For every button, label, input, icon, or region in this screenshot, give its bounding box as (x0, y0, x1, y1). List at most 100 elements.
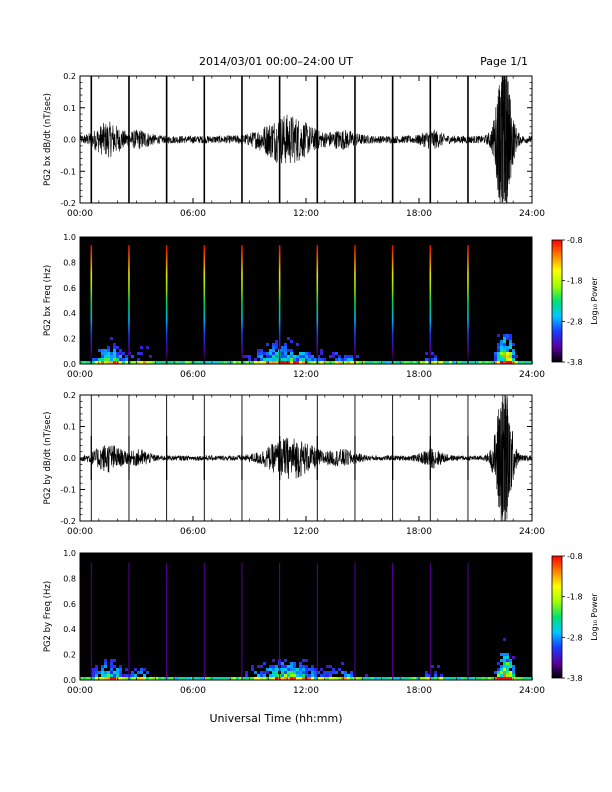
spectrogram-cell (305, 659, 308, 662)
spectrogram-cell (140, 677, 143, 680)
x-tick-label: 12:00 (293, 686, 319, 696)
spectrogram-cell (476, 361, 479, 364)
spectrogram-cell (275, 355, 278, 358)
spectrogram-cell (494, 352, 497, 355)
spectrogram-cell (275, 343, 278, 346)
spectrogram-cell (257, 352, 260, 355)
spectrogram-cell (104, 665, 107, 668)
y-tick-label: 0.1 (63, 104, 76, 113)
spectrogram-cell (242, 361, 245, 364)
x-tick-label: 18:00 (406, 686, 432, 696)
spectrogram-cell (335, 671, 338, 674)
spectrogram-cell (287, 668, 290, 671)
spectrogram-cell (308, 355, 311, 358)
x-tick-label: 12:00 (293, 209, 319, 219)
spectrogram-cell (509, 662, 512, 665)
spectrogram-cell (302, 671, 305, 674)
spectrogram-cell (161, 361, 164, 364)
spectrogram-cell (290, 671, 293, 674)
spectrogram-cell (281, 674, 284, 677)
spectrogram-cell (275, 668, 278, 671)
spectrogram-cell (437, 677, 440, 680)
spectrogram-cell (260, 355, 263, 358)
spectrogram-cell (254, 358, 257, 361)
spectrogram-cell (290, 340, 293, 343)
spectrogram-cell (326, 674, 329, 677)
y-axis-label: PG2 by dB/dt (nT/sec) (43, 412, 53, 505)
spectrogram-cell (332, 355, 335, 358)
spectrogram-cell (125, 355, 128, 358)
spectrogram-cell (104, 671, 107, 674)
spectrogram-cell (158, 361, 161, 364)
waveform-panel-0: 00:00 06:00 12:00 18:00 24:00 0.2 0.1 0.0 -0.1 -0… (43, 72, 545, 219)
spectrogram-cell (434, 355, 437, 358)
spectrogram-cell (86, 361, 89, 364)
spectrogram-cell (95, 674, 98, 677)
spectrogram-cell (350, 355, 353, 358)
spectrogram-cell (506, 659, 509, 662)
spectrogram-cell (392, 361, 395, 364)
spectrogram-cell (305, 355, 308, 358)
spectrogram-cell (287, 674, 290, 677)
spectrogram-cell (290, 352, 293, 355)
spectrogram-cell (293, 671, 296, 674)
spectrogram-cell (197, 677, 200, 680)
spectrogram-cell (371, 677, 374, 680)
spectrogram-cell (398, 361, 401, 364)
spectrogram-cell (500, 343, 503, 346)
spectrogram-cell (290, 665, 293, 668)
y-tick-label: -0.2 (60, 199, 76, 208)
spectrogram-cell (506, 656, 509, 659)
spectrogram-cell (449, 361, 452, 364)
spectrogram-cell (500, 340, 503, 343)
spectrogram-cell (113, 677, 116, 680)
spectrogram-cell (338, 677, 341, 680)
spectrogram-cell (470, 677, 473, 680)
spectrogram-cell (131, 677, 134, 680)
spectrogram-cell (140, 671, 143, 674)
spectrogram-cell (308, 668, 311, 671)
spectrogram-cell (503, 355, 506, 358)
spectrogram-cell (227, 677, 230, 680)
spectrogram-cell (110, 671, 113, 674)
spectrogram-cell (284, 346, 287, 349)
spectrogram-cell (143, 668, 146, 671)
spectrogram-cell (320, 361, 323, 364)
spectrogram-cell (245, 361, 248, 364)
spectrogram-cell (377, 677, 380, 680)
spectrogram-cell (293, 677, 296, 680)
spectrogram-cell (281, 355, 284, 358)
spectrogram-cell (140, 352, 143, 355)
spectrogram-cell (494, 355, 497, 358)
spectrogram-cell (506, 346, 509, 349)
spectrogram-cell (500, 355, 503, 358)
spectrogram-cell (431, 352, 434, 355)
spectrogram-cell (368, 677, 371, 680)
spectrogram-cell (509, 361, 512, 364)
spectrogram-cell (185, 361, 188, 364)
y-tick-label: 0.0 (63, 676, 76, 685)
spectrogram-cell (356, 677, 359, 680)
spectrogram-cell (83, 677, 86, 680)
spectrogram-cell (113, 665, 116, 668)
spectrogram-cell (512, 665, 515, 668)
spectrogram-cell (260, 677, 263, 680)
spectrogram-cell (107, 358, 110, 361)
spectrogram-cell (479, 361, 482, 364)
spectrogram-cell (281, 671, 284, 674)
spectrogram-cell (503, 346, 506, 349)
spectrogram-cell (284, 352, 287, 355)
spectrogram-cell (341, 662, 344, 665)
spectrogram-cell (155, 677, 158, 680)
spectrogram-cell (131, 361, 134, 364)
spectrogram-cell (101, 349, 104, 352)
x-tick-label: 18:00 (406, 370, 432, 380)
spectrogram-cell (506, 358, 509, 361)
spectrogram-cell (218, 677, 221, 680)
spectrogram-spike (90, 245, 93, 364)
spectrogram-cell (488, 677, 491, 680)
spectrogram-cell (506, 349, 509, 352)
spectrogram-cell (224, 361, 227, 364)
spectrogram-cell (329, 674, 332, 677)
spectrogram-cell (110, 668, 113, 671)
